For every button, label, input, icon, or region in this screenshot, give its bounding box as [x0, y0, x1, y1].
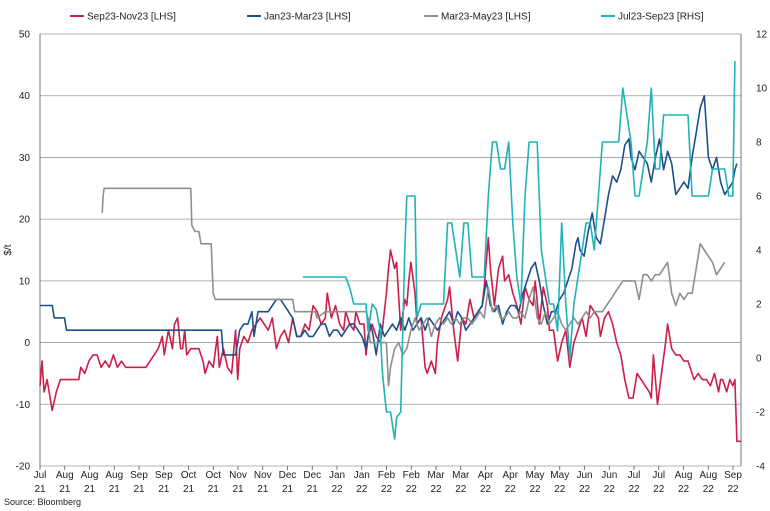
x-tick-month: May: [550, 470, 569, 481]
left-tick-label: 40: [19, 91, 31, 102]
x-tick-month: Sep: [130, 470, 148, 481]
right-tick-label: 12: [756, 30, 768, 41]
x-tick-year: 21: [232, 484, 244, 495]
series-line-1: [40, 94, 738, 356]
series-line-2: [101, 187, 726, 387]
x-tick-year: 22: [356, 484, 368, 495]
right-tick-label: -2: [756, 408, 765, 419]
x-tick-month: Sep: [155, 470, 173, 481]
legend-label: Mar23-May23 [LHS]: [441, 12, 531, 23]
x-tick-year: 22: [381, 484, 393, 495]
x-tick-month: Nov: [229, 470, 247, 481]
x-tick-month: Oct: [181, 470, 197, 481]
x-tick-year: 22: [529, 484, 541, 495]
x-tick-year: 22: [579, 484, 591, 495]
x-tick-year: 21: [282, 484, 294, 495]
series-line-0: [39, 236, 741, 443]
x-tick-year: 22: [653, 484, 665, 495]
x-tick-month: Jan: [354, 470, 370, 481]
x-tick-month: Jul: [652, 470, 665, 481]
x-tick-year: 22: [331, 484, 343, 495]
x-tick-month: Jun: [576, 470, 592, 481]
x-tick-month: Aug: [56, 470, 74, 481]
x-tick-month: Dec: [303, 470, 321, 481]
x-tick-year: 21: [133, 484, 145, 495]
x-tick-year: 22: [406, 484, 418, 495]
x-tick-year: 22: [678, 484, 690, 495]
x-tick-year: 21: [84, 484, 96, 495]
x-tick-month: Mar: [452, 470, 470, 481]
x-tick-month: Jan: [329, 470, 345, 481]
x-tick-year: 22: [430, 484, 442, 495]
gridlines: [39, 33, 742, 467]
x-tick-year: 21: [307, 484, 319, 495]
x-tick-year: 21: [208, 484, 220, 495]
legend-label: Jul23-Sep23 [RHS]: [618, 12, 704, 23]
x-tick-year: 21: [109, 484, 121, 495]
right-tick-label: -4: [756, 462, 765, 473]
right-tick-label: 0: [756, 354, 762, 365]
legend: Sep23-Nov23 [LHS] Jan23-Mar23 [LHS] Mar23-…: [70, 12, 704, 23]
right-tick-label: 4: [756, 246, 762, 257]
right-tick-label: 8: [756, 138, 762, 149]
x-tick-month: Sep: [724, 470, 742, 481]
x-tick-month: Mar: [427, 470, 445, 481]
left-tick-label: 50: [19, 30, 31, 41]
x-tick-year: 22: [604, 484, 616, 495]
x-tick-month: Nov: [254, 470, 272, 481]
left-axis-label: $/t: [3, 244, 14, 255]
source-note: Source: Bloomberg: [4, 497, 81, 507]
x-axis-ticks: Jul 21 Aug 21 Aug 21 Aug 21 Sep 21 Sep 21 Oct 21 Oct 21…: [34, 466, 742, 495]
x-tick-year: 22: [727, 484, 739, 495]
left-axis-ticks: -20 -10 0 10 20 30 40 50: [16, 30, 31, 473]
legend-label: Jan23-Mar23 [LHS]: [264, 12, 351, 23]
x-tick-year: 21: [59, 484, 71, 495]
right-tick-label: 2: [756, 300, 762, 311]
x-tick-month: Feb: [378, 470, 396, 481]
x-tick-month: Aug: [105, 470, 123, 481]
right-axis-ticks: -4 -2 0 2 4 6 8 10 12: [756, 30, 768, 473]
x-tick-month: Apr: [502, 470, 518, 481]
x-tick-year: 21: [183, 484, 195, 495]
x-tick-year: 21: [34, 484, 46, 495]
x-tick-month: Oct: [205, 470, 221, 481]
legend-label: Sep23-Nov23 [LHS]: [87, 12, 176, 23]
x-tick-year: 22: [703, 484, 715, 495]
left-tick-label: -20: [16, 462, 31, 473]
x-tick-year: 21: [257, 484, 269, 495]
x-tick-month: Jun: [601, 470, 617, 481]
x-tick-month: May: [526, 470, 545, 481]
x-tick-month: Aug: [81, 470, 99, 481]
x-tick-month: Apr: [478, 470, 494, 481]
x-tick-year: 22: [480, 484, 492, 495]
x-tick-month: Aug: [699, 470, 717, 481]
x-tick-month: Aug: [675, 470, 693, 481]
left-tick-label: -10: [16, 400, 31, 411]
x-tick-year: 22: [455, 484, 467, 495]
series-lines: [39, 60, 741, 443]
x-tick-year: 22: [628, 484, 640, 495]
right-tick-label: 10: [756, 84, 768, 95]
x-tick-year: 21: [158, 484, 170, 495]
right-tick-label: 6: [756, 192, 762, 203]
left-tick-label: 20: [19, 215, 31, 226]
x-tick-year: 22: [505, 484, 517, 495]
left-tick-label: 0: [24, 338, 30, 349]
left-tick-label: 30: [19, 153, 31, 164]
x-tick-month: Jul: [628, 470, 641, 481]
x-tick-year: 22: [554, 484, 566, 495]
x-tick-month: Feb: [403, 470, 421, 481]
x-tick-month: Jul: [34, 470, 47, 481]
left-tick-label: 10: [19, 276, 31, 287]
series-line-3: [302, 60, 736, 440]
x-tick-month: Dec: [279, 470, 297, 481]
